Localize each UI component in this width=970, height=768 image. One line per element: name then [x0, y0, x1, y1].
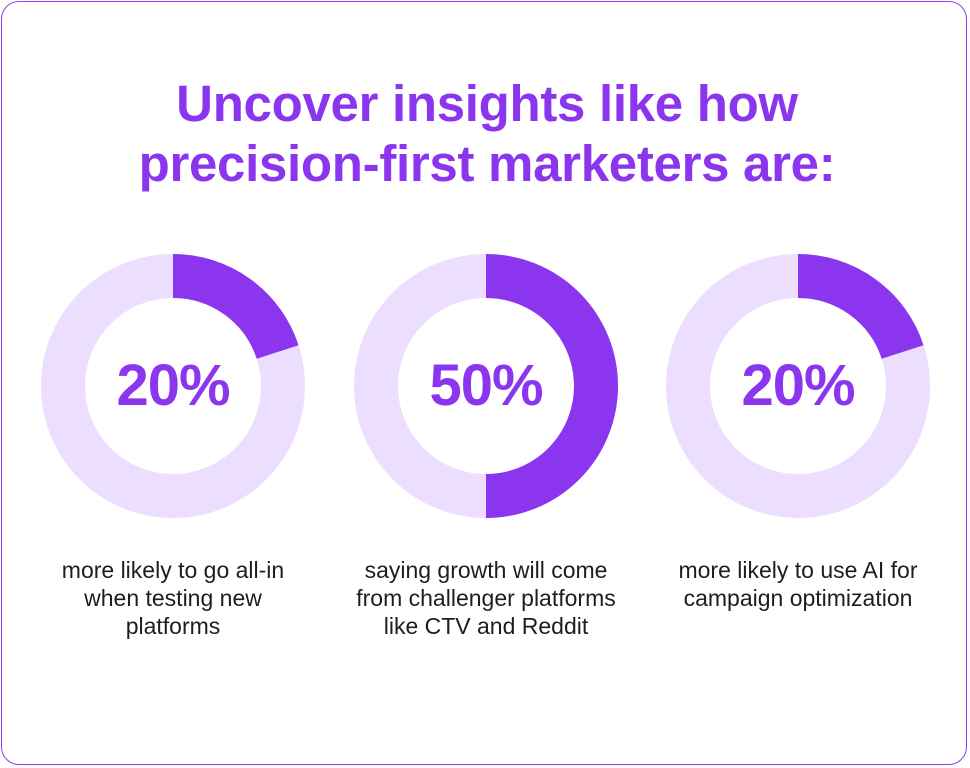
donut-arc — [485, 254, 618, 518]
page-title: Uncover insights like how precision-firs… — [2, 74, 970, 194]
donut-stat-1: 20% more likely to go all-in when testin… — [41, 254, 305, 639]
stat-value: 20% — [741, 353, 855, 418]
stat-caption: saying growth will come from challenger … — [356, 557, 616, 639]
title-line-1: Uncover insights like how — [176, 75, 798, 132]
donut-chart-1 — [41, 254, 305, 518]
donut-stat-3: 20% more likely to use AI for campaign o… — [666, 254, 930, 611]
donut-chart-2 — [354, 254, 618, 518]
stat-caption: more likely to go all-in when testing ne… — [61, 557, 285, 639]
donut-arc — [797, 254, 924, 360]
donut-chart-3 — [666, 254, 930, 518]
stat-caption: more likely to use AI for campaign optim… — [678, 557, 918, 611]
title-line-2: precision-first marketers are: — [138, 135, 836, 192]
donut-arc — [172, 254, 299, 360]
donut-stat-2: 50% saying growth will come from challen… — [354, 254, 618, 639]
stat-value: 20% — [116, 353, 230, 418]
stat-value: 50% — [429, 353, 543, 418]
